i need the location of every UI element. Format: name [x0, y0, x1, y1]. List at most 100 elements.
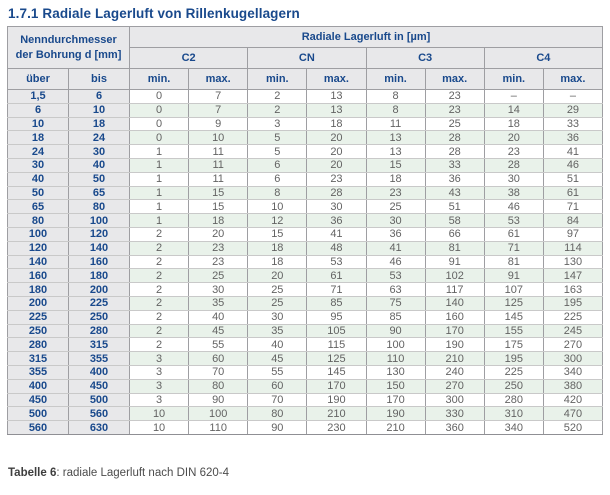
- bore-to-cell: 100: [68, 213, 130, 228]
- clearance-value-cell: 80: [247, 406, 308, 422]
- clearance-value-cell: 2: [128, 295, 190, 311]
- clearance-value-cell: 2: [128, 254, 190, 270]
- clearance-value-cell: 15: [247, 226, 308, 242]
- clearance-value-cell: 20: [306, 157, 367, 173]
- clearance-value-cell: 190: [365, 406, 426, 422]
- clearance-value-cell: 12: [247, 213, 308, 228]
- clearance-value-cell: 20: [306, 144, 367, 159]
- clearance-value-cell: 2: [247, 89, 308, 104]
- clearance-value-cell: 36: [424, 171, 485, 187]
- clearance-value-cell: 18: [483, 116, 544, 132]
- clearance-value-cell: 3: [128, 351, 190, 366]
- clearance-value-cell: 170: [306, 378, 367, 394]
- bore-to-cell: 180: [68, 268, 130, 284]
- clearance-value-cell: 53: [306, 254, 367, 270]
- bore-to-cell: 65: [68, 185, 130, 201]
- clearance-value-cell: 225: [542, 309, 604, 325]
- clearance-value-cell: 14: [483, 102, 544, 118]
- clearance-value-cell: 105: [306, 323, 367, 339]
- clearance-value-cell: 5: [247, 130, 308, 146]
- clearance-value-cell: 40: [247, 337, 308, 353]
- bore-over-cell: 250: [7, 323, 69, 339]
- clearance-value-cell: 160: [424, 309, 485, 325]
- clearance-value-cell: 2: [128, 309, 190, 325]
- clearance-value-cell: 175: [483, 337, 544, 353]
- clearance-value-cell: 195: [542, 295, 604, 311]
- clearance-value-cell: 107: [483, 282, 544, 297]
- bore-to-cell: 30: [68, 144, 130, 159]
- clearance-value-cell: 18: [247, 240, 308, 256]
- clearance-value-cell: 48: [306, 240, 367, 256]
- max-header-cn: max.: [306, 68, 367, 90]
- clearance-value-cell: 210: [365, 420, 426, 435]
- clearance-value-cell: 100: [365, 337, 426, 353]
- table-row: 250 280 2 45 35 105 90 170 155 245: [7, 323, 604, 339]
- clearance-value-cell: 2: [247, 102, 308, 118]
- clearance-value-cell: 70: [247, 392, 308, 408]
- clearance-value-cell: 61: [306, 268, 367, 284]
- bore-over-cell: 18: [7, 130, 69, 146]
- bore-to-cell: 200: [68, 282, 130, 297]
- bore-to-cell: 6: [68, 89, 130, 104]
- clearance-value-cell: 38: [483, 185, 544, 201]
- bore-to-cell: 225: [68, 295, 130, 311]
- clearance-value-cell: 28: [306, 185, 367, 201]
- clearance-value-cell: 18: [365, 171, 426, 187]
- table-header: Nenndurchmesser der Bohrung d [mm] Radia…: [7, 26, 604, 90]
- clearance-value-cell: 95: [306, 309, 367, 325]
- clearance-value-cell: 9: [188, 116, 249, 132]
- clearance-value-cell: 18: [306, 116, 367, 132]
- clearance-value-cell: 330: [424, 406, 485, 422]
- clearance-value-cell: 145: [306, 364, 367, 380]
- clearance-value-cell: 51: [542, 171, 604, 187]
- clearance-value-cell: 58: [424, 213, 485, 228]
- clearance-value-cell: 90: [188, 392, 249, 408]
- clearance-value-cell: 2: [128, 323, 190, 339]
- bore-to-cell: 10: [68, 102, 130, 118]
- clearance-value-cell: 13: [306, 89, 367, 104]
- bore-over-cell: 280: [7, 337, 69, 353]
- clearance-header: Radiale Lagerluft in [µm]: [129, 26, 603, 48]
- clearance-value-cell: 29: [542, 102, 604, 118]
- table-row: 80 100 1 18 12 36 30 58 53 84: [7, 213, 604, 228]
- clearance-value-cell: 61: [542, 185, 604, 201]
- clearance-value-cell: 145: [483, 309, 544, 325]
- table-row: 100 120 2 20 15 41 36 66 61 97: [7, 226, 604, 242]
- min-header-c2: min.: [128, 68, 190, 90]
- clearance-value-cell: 70: [188, 364, 249, 380]
- table-row: 6 10 0 7 2 13 8 23 14 29: [7, 102, 604, 118]
- clearance-value-cell: 20: [306, 130, 367, 146]
- clearance-value-cell: 35: [188, 295, 249, 311]
- bore-over-cell: 355: [7, 364, 69, 380]
- bore-over-cell: 560: [7, 420, 69, 435]
- clearance-value-cell: 23: [483, 144, 544, 159]
- bearing-clearance-table: Nenndurchmesser der Bohrung d [mm] Radia…: [7, 26, 604, 435]
- clearance-value-cell: 140: [424, 295, 485, 311]
- clearance-value-cell: 30: [365, 213, 426, 228]
- clearance-value-cell: 245: [542, 323, 604, 339]
- clearance-value-cell: 115: [306, 337, 367, 353]
- clearance-value-cell: 41: [365, 240, 426, 256]
- caption-rest: : radiale Lagerluft nach DIN 620-4: [56, 467, 229, 479]
- clearance-value-cell: 6: [247, 157, 308, 173]
- clearance-value-cell: 7: [188, 89, 249, 104]
- bore-to-cell: 355: [68, 351, 130, 366]
- clearance-value-cell: 55: [247, 364, 308, 380]
- clearance-value-cell: 1: [128, 171, 190, 187]
- to-header: bis: [68, 68, 130, 90]
- clearance-value-cell: 210: [424, 351, 485, 366]
- table-body: 1,5 6 0 7 2 13 8 23– –6 10 0 7 2 13 8 23 14 29 10 18 0 9 3 18 11…: [7, 89, 604, 435]
- clearance-value-cell: 2: [128, 337, 190, 353]
- table-row: 1,5 6 0 7 2 13 8 23– –: [7, 89, 604, 104]
- bore-to-cell: 280: [68, 323, 130, 339]
- clearance-value-cell: 1: [128, 213, 190, 228]
- clearance-value-cell: 66: [424, 226, 485, 242]
- table-row: 160 180 2 25 20 61 53 102 91 147: [7, 268, 604, 284]
- clearance-value-cell: 81: [483, 254, 544, 270]
- clearance-value-cell: 240: [424, 364, 485, 380]
- clearance-value-cell: 91: [483, 268, 544, 284]
- bore-to-cell: 630: [68, 420, 130, 435]
- max-header-c2: max.: [188, 68, 249, 90]
- table-row: 40 50 1 11 6 23 18 36 30 51: [7, 171, 604, 187]
- clearance-value-cell: 3: [247, 116, 308, 132]
